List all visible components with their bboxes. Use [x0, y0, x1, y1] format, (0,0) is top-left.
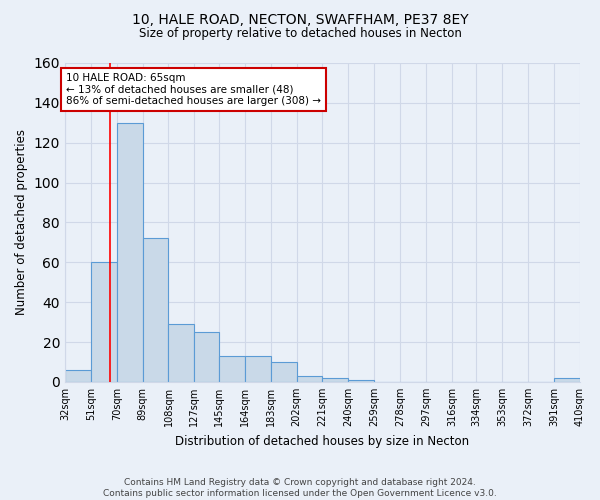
Bar [296, 376, 322, 382]
X-axis label: Distribution of detached houses by size in Necton: Distribution of detached houses by size … [175, 434, 470, 448]
Bar [169, 324, 194, 382]
Bar [65, 370, 91, 382]
Bar [116, 123, 143, 382]
Bar [219, 356, 245, 382]
Bar [322, 378, 349, 382]
Bar [91, 262, 116, 382]
Text: 10, HALE ROAD, NECTON, SWAFFHAM, PE37 8EY: 10, HALE ROAD, NECTON, SWAFFHAM, PE37 8E… [131, 12, 469, 26]
Bar [271, 362, 296, 382]
Text: Contains HM Land Registry data © Crown copyright and database right 2024.
Contai: Contains HM Land Registry data © Crown c… [103, 478, 497, 498]
Bar [349, 380, 374, 382]
Bar [245, 356, 271, 382]
Bar [194, 332, 219, 382]
Text: Size of property relative to detached houses in Necton: Size of property relative to detached ho… [139, 28, 461, 40]
Bar [143, 238, 169, 382]
Bar [554, 378, 580, 382]
Text: 10 HALE ROAD: 65sqm
← 13% of detached houses are smaller (48)
86% of semi-detach: 10 HALE ROAD: 65sqm ← 13% of detached ho… [66, 73, 321, 106]
Y-axis label: Number of detached properties: Number of detached properties [15, 130, 28, 316]
